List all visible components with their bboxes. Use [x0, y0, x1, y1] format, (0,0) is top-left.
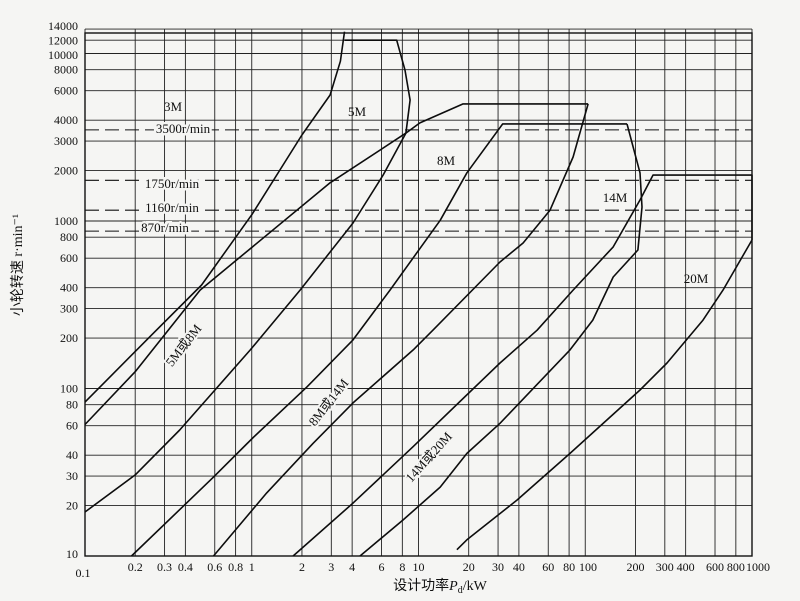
- x-tick-label: 80: [563, 560, 575, 574]
- x-tick-label: 100: [579, 560, 597, 574]
- x-tick-label: 10: [413, 560, 425, 574]
- y-tick-label: 100: [60, 382, 78, 396]
- y-axis-title: 小轮转速 r·min⁻¹: [10, 214, 26, 316]
- region-label: 20M: [684, 271, 709, 286]
- y-tick-label: 800: [60, 230, 78, 244]
- x-tick-label: 0.2: [128, 560, 143, 574]
- annotations: 3500r/min 1750r/min 1160r/min 870r/min 3M 5M 8…: [139, 99, 709, 487]
- y-tick-label: 600: [60, 251, 78, 265]
- x-tick-label: 400: [677, 560, 695, 574]
- region-label: 8M: [437, 153, 456, 168]
- x-tick-label: 6: [379, 560, 385, 574]
- y-tick-label: 60: [66, 419, 78, 433]
- x-tick-label: 0.1: [76, 566, 91, 580]
- y-tick-label: 30: [66, 469, 78, 483]
- region-label: 3M: [164, 99, 183, 114]
- region-label: 5M或8M: [162, 321, 204, 369]
- boundary-curve: [344, 39, 411, 134]
- y-tick-label: 6000: [54, 84, 78, 98]
- x-tick-label: 3: [328, 560, 334, 574]
- x-tick-label: 40: [513, 560, 525, 574]
- boundary-curve: [212, 103, 589, 557]
- y-tick-label: 8000: [54, 63, 78, 77]
- x-tick-label: 200: [626, 560, 644, 574]
- boundary-curve: [456, 239, 753, 551]
- y-tick-labels: 10 20 30 40 60 80 100 200 300 400 600 800 1000 2000 30…: [48, 19, 78, 561]
- reference-speed-label: 1160r/min: [145, 200, 199, 215]
- y-tick-label: 14000: [48, 19, 78, 33]
- region-label: 8M或14M: [305, 375, 351, 428]
- y-tick-label: 10: [66, 547, 78, 561]
- region-label: 5M: [348, 104, 367, 119]
- x-tick-labels: 0.2 0.3 0.4 0.6 0.8 1 2 3 4 6 8 10 20 30 40 60 80 100 200 3…: [76, 560, 771, 580]
- y-tick-label: 1000: [54, 214, 78, 228]
- x-tick-label: 2: [299, 560, 305, 574]
- y-tick-label: 200: [60, 331, 78, 345]
- y-tick-label: 12000: [48, 34, 78, 48]
- x-tick-label: 8: [399, 560, 405, 574]
- reference-speed-label: 1750r/min: [145, 176, 200, 191]
- region-label: 14M或20M: [402, 429, 455, 486]
- reference-speed-label: 3500r/min: [156, 121, 211, 136]
- x-tick-label: 1000: [746, 560, 770, 574]
- x-tick-label: 4: [349, 560, 355, 574]
- region-label: 14M: [603, 190, 628, 205]
- x-tick-label: 600: [706, 560, 724, 574]
- x-tick-label: 0.4: [178, 560, 193, 574]
- y-tick-label: 80: [66, 398, 78, 412]
- boundary-curve: [84, 31, 346, 403]
- x-tick-label: 60: [542, 560, 554, 574]
- x-tick-label: 0.3: [157, 560, 172, 574]
- x-axis-title: 设计功率Pd/kW: [393, 577, 487, 596]
- reference-speed-lines: [85, 129, 752, 232]
- x-tick-label: 1: [249, 560, 255, 574]
- boundary-curve: [359, 123, 643, 557]
- y-tick-label: 10000: [48, 48, 78, 62]
- plot-frame: [84, 32, 753, 557]
- boundary-curve: [84, 132, 407, 513]
- x-tick-label: 30: [492, 560, 504, 574]
- y-tick-label: 2000: [54, 164, 78, 178]
- boundary-curve: [292, 174, 753, 557]
- x-tick-label: 0.6: [207, 560, 222, 574]
- boundary-curves: [84, 31, 753, 557]
- y-tick-label: 400: [60, 281, 78, 295]
- y-tick-label: 4000: [54, 113, 78, 127]
- y-tick-label: 3000: [54, 134, 78, 148]
- x-tick-label: 0.8: [228, 560, 243, 574]
- x-tick-label: 300: [656, 560, 674, 574]
- x-tick-label: 20: [463, 560, 475, 574]
- y-tick-label: 20: [66, 499, 78, 513]
- boundary-curve: [130, 123, 627, 557]
- y-tick-label: 40: [66, 448, 78, 462]
- x-tick-label: 800: [727, 560, 745, 574]
- y-tick-label: 300: [60, 302, 78, 316]
- boundary-curve: [84, 103, 589, 426]
- reference-speed-label: 870r/min: [141, 220, 189, 235]
